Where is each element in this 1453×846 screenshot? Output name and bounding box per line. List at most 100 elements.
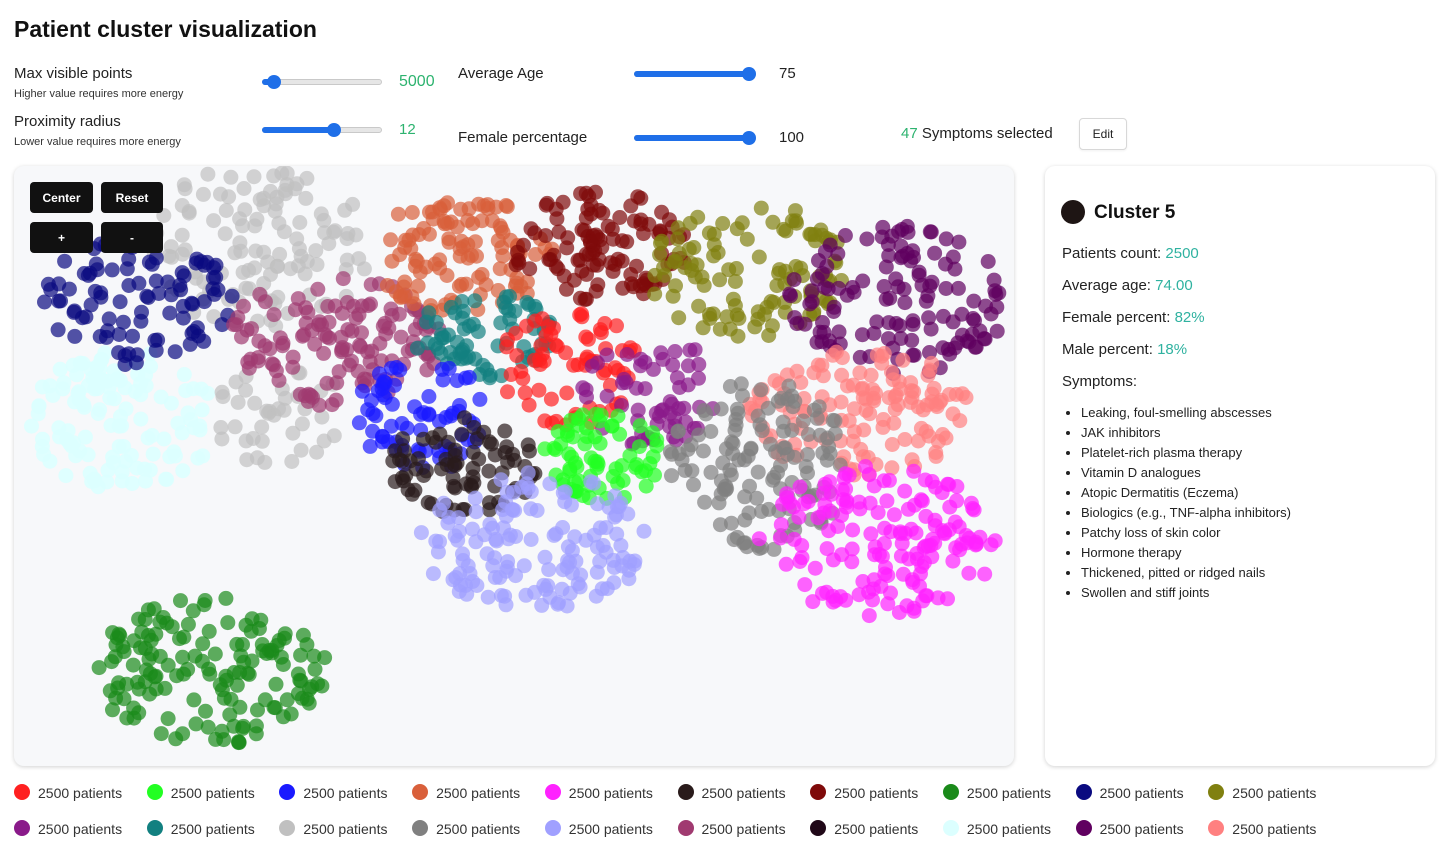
patient-point[interactable]	[498, 597, 514, 613]
patient-point[interactable]	[119, 710, 135, 726]
patient-point[interactable]	[592, 413, 608, 429]
patient-point[interactable]	[392, 362, 408, 378]
patient-point[interactable]	[131, 611, 147, 627]
patient-point[interactable]	[175, 310, 191, 326]
proximity-slider[interactable]	[262, 121, 382, 139]
patient-point[interactable]	[612, 210, 628, 225]
patient-point[interactable]	[567, 529, 583, 545]
patient-point[interactable]	[275, 335, 291, 351]
female-percentage-slider[interactable]	[634, 129, 756, 147]
patient-point[interactable]	[277, 630, 292, 646]
patient-point[interactable]	[50, 322, 66, 338]
patient-point[interactable]	[800, 427, 816, 442]
patient-point[interactable]	[597, 316, 613, 331]
patient-point[interactable]	[249, 211, 265, 227]
patient-point[interactable]	[436, 495, 452, 511]
patient-point[interactable]	[220, 615, 236, 631]
patient-point[interactable]	[729, 401, 745, 417]
patient-point[interactable]	[809, 334, 825, 350]
patient-point[interactable]	[629, 258, 644, 274]
patient-point[interactable]	[111, 345, 127, 361]
patient-point[interactable]	[626, 213, 642, 229]
patient-point[interactable]	[207, 646, 223, 662]
patient-point[interactable]	[670, 424, 686, 440]
patient-point[interactable]	[484, 213, 500, 229]
patient-point[interactable]	[905, 313, 921, 329]
patient-point[interactable]	[519, 318, 534, 334]
patient-point[interactable]	[891, 374, 907, 390]
patient-point[interactable]	[66, 435, 82, 451]
patient-point[interactable]	[866, 390, 881, 406]
patient-point[interactable]	[226, 317, 242, 333]
patient-point[interactable]	[482, 516, 498, 532]
patient-point[interactable]	[846, 401, 862, 417]
patient-point[interactable]	[541, 562, 557, 578]
patient-point[interactable]	[910, 433, 926, 449]
patient-point[interactable]	[177, 242, 193, 258]
patient-point[interactable]	[820, 281, 836, 297]
patient-point[interactable]	[488, 531, 504, 547]
patient-point[interactable]	[334, 305, 350, 321]
patient-point[interactable]	[130, 366, 146, 382]
patient-point[interactable]	[495, 248, 511, 264]
patient-point[interactable]	[865, 581, 881, 597]
patient-point[interactable]	[861, 608, 877, 624]
patient-point[interactable]	[654, 233, 670, 249]
patient-point[interactable]	[257, 294, 273, 310]
patient-point[interactable]	[904, 390, 920, 406]
patient-point[interactable]	[778, 556, 794, 572]
patient-point[interactable]	[965, 501, 981, 516]
patient-point[interactable]	[202, 666, 218, 682]
patient-point[interactable]	[450, 532, 466, 548]
patient-point[interactable]	[395, 431, 411, 447]
patient-point[interactable]	[53, 293, 68, 309]
patient-point[interactable]	[247, 260, 262, 276]
patient-point[interactable]	[290, 686, 306, 702]
patient-point[interactable]	[619, 347, 635, 362]
patient-point[interactable]	[396, 443, 412, 459]
patient-point[interactable]	[570, 357, 586, 373]
patient-point[interactable]	[285, 425, 301, 441]
patient-point[interactable]	[453, 201, 469, 217]
patient-point[interactable]	[499, 559, 515, 575]
patient-point[interactable]	[433, 345, 449, 361]
patient-point[interactable]	[874, 355, 890, 371]
patient-point[interactable]	[231, 734, 246, 750]
patient-point[interactable]	[761, 328, 777, 343]
patient-point[interactable]	[507, 503, 523, 518]
patient-point[interactable]	[214, 384, 230, 400]
patient-point[interactable]	[456, 321, 472, 337]
patient-point[interactable]	[590, 496, 605, 512]
patient-point[interactable]	[139, 288, 155, 304]
patient-point[interactable]	[945, 553, 961, 569]
patient-point[interactable]	[924, 549, 940, 565]
patient-point[interactable]	[751, 531, 767, 547]
patient-point[interactable]	[117, 380, 133, 396]
patient-point[interactable]	[516, 558, 532, 574]
patient-point[interactable]	[821, 523, 837, 539]
patient-point[interactable]	[190, 450, 206, 466]
patient-point[interactable]	[935, 340, 951, 356]
patient-point[interactable]	[735, 388, 750, 404]
patient-point[interactable]	[173, 593, 188, 609]
patient-point[interactable]	[859, 231, 875, 247]
patient-point[interactable]	[111, 418, 127, 434]
patient-point[interactable]	[826, 304, 842, 319]
patient-point[interactable]	[200, 719, 216, 735]
patient-point[interactable]	[737, 489, 753, 505]
patient-point[interactable]	[521, 443, 537, 459]
patient-point[interactable]	[876, 279, 892, 294]
patient-point[interactable]	[24, 418, 39, 434]
patient-point[interactable]	[881, 248, 897, 264]
patient-point[interactable]	[180, 616, 196, 632]
patient-point[interactable]	[521, 397, 537, 413]
patient-point[interactable]	[600, 218, 616, 234]
patient-point[interactable]	[654, 204, 670, 220]
patient-point[interactable]	[284, 454, 300, 469]
patient-point[interactable]	[362, 438, 378, 454]
patient-point[interactable]	[633, 351, 649, 367]
patient-point[interactable]	[765, 214, 781, 230]
patient-point[interactable]	[275, 657, 291, 672]
patient-point[interactable]	[906, 600, 922, 616]
patient-point[interactable]	[57, 253, 73, 269]
